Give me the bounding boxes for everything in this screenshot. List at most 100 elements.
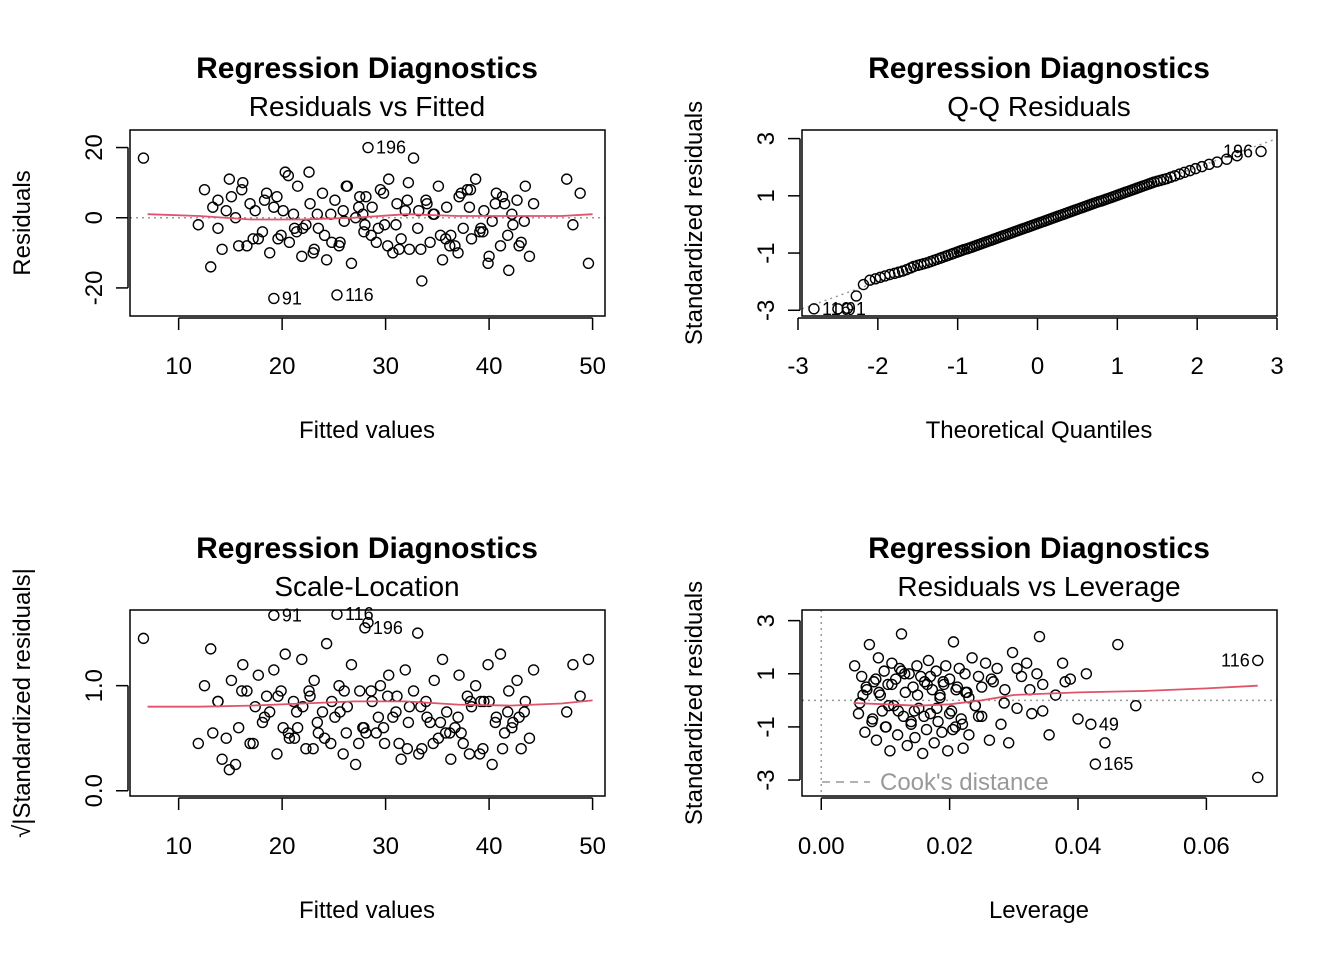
data-point [236,685,248,697]
data-point [949,721,962,733]
data-point [297,700,309,713]
data-point [424,236,436,249]
data-point [260,690,273,702]
data-point [271,190,283,203]
data-point [507,219,519,231]
plot-area [802,610,1277,796]
data-point [223,764,236,776]
data-point [891,729,904,741]
data-point [318,732,331,744]
data-point [976,710,988,722]
data-point [192,219,205,231]
data-point [444,240,456,252]
data-point [878,665,890,677]
data-point [513,240,525,252]
data-point [434,229,447,241]
data-point [300,743,312,755]
data-point [249,700,261,713]
data-point [331,610,343,620]
x-tick-label: 3 [1270,353,1283,380]
data-point [249,205,261,217]
data-point [879,721,892,733]
data-point [884,745,896,757]
data-point [232,240,245,252]
data-point [1080,668,1093,680]
data-point [354,685,366,697]
data-point [283,236,296,249]
data-point [1112,638,1124,651]
data-point [256,226,269,238]
data-point [855,670,868,683]
data-point [377,721,390,734]
data-point [995,718,1007,730]
data-point [1189,162,1202,175]
data-point [465,233,478,245]
data-point [1252,654,1264,667]
data-point [518,215,530,227]
data-point [932,715,944,728]
data-point [985,673,998,685]
data-point [268,292,280,305]
data-point [393,737,405,750]
data-point [307,743,319,755]
data-point [360,190,372,203]
data-point [966,652,978,664]
data-point [478,205,490,217]
data-point [924,707,937,720]
data-point [316,706,329,718]
data-point [401,194,414,206]
data-point [496,190,509,203]
panel-suptitle: Regression Diagnostics [868,52,1210,85]
data-point [291,721,304,734]
x-axis-label: Fitted values [299,897,435,924]
data-point [357,208,369,220]
data-point [198,679,211,692]
data-point [498,727,511,739]
point-label: 165 [1103,754,1133,774]
smooth-line [853,684,1258,707]
data-point [277,205,289,217]
data-point [1085,718,1097,730]
data-point [455,727,467,739]
data-point [477,743,489,755]
data-point [399,664,411,676]
data-point [953,662,965,675]
data-point [1169,170,1181,182]
data-point [421,197,433,210]
x-tick-label: 20 [269,833,296,860]
data-point [320,254,333,266]
data-point [241,685,253,697]
data-point [511,674,523,687]
data-point [378,219,391,231]
data-point [244,737,256,750]
data-point [857,689,869,701]
data-point [934,691,946,704]
x-tick-label: -1 [947,353,968,380]
data-point [567,219,579,231]
data-point [296,653,308,666]
data-point [453,669,465,681]
panel-suptitle: Regression Diagnostics [196,532,538,565]
data-point [377,187,390,199]
data-point [1020,657,1033,669]
panel-title: Scale-Location [274,571,459,602]
x-tick-label: -3 [787,353,808,380]
data-point [940,660,952,672]
data-point [502,706,514,718]
data-point [1011,702,1023,715]
data-point [445,753,457,765]
data-point [374,679,387,692]
plot-frame [129,609,606,797]
data-point [955,713,967,725]
y-tick-label: 3 [753,132,780,145]
data-point [1196,160,1208,173]
data-point [275,229,287,241]
data-point [207,201,219,213]
data-point [916,747,929,760]
data-point [359,219,371,231]
data-point [455,187,467,199]
data-point [260,187,273,199]
data-point [264,247,276,259]
data-point [216,753,228,765]
data-point [362,141,374,154]
